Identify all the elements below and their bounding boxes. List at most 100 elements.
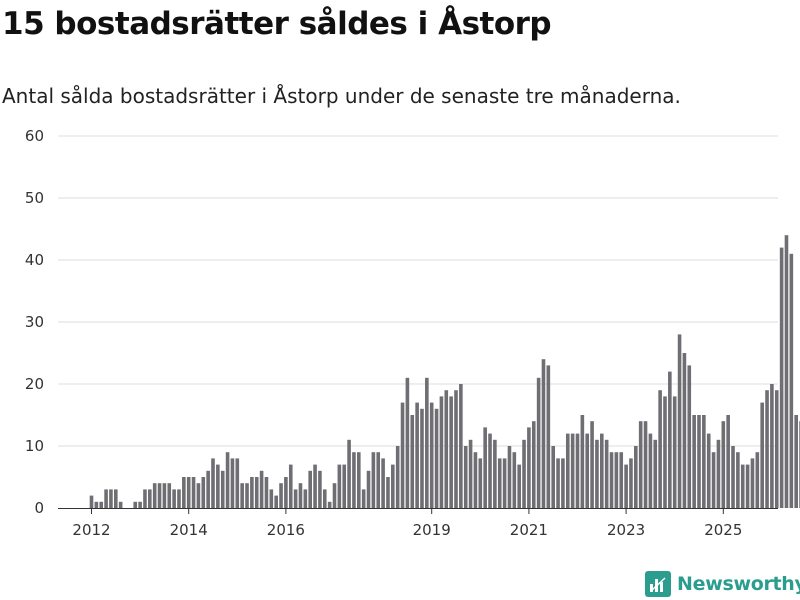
bar <box>99 501 104 508</box>
bar <box>590 421 594 508</box>
bar <box>449 396 453 508</box>
bar <box>269 489 274 508</box>
x-axis: 2012 2014 2016 2019 2021 2023 2025 <box>58 508 778 539</box>
bar <box>794 415 798 508</box>
bar <box>682 353 687 508</box>
bar <box>220 470 225 508</box>
x-tick-label: 2025 <box>704 521 742 539</box>
bar <box>595 439 599 508</box>
bar <box>327 501 332 508</box>
bar <box>473 452 478 508</box>
bar <box>206 470 210 508</box>
bar <box>118 501 123 508</box>
bar <box>425 377 429 508</box>
bar <box>439 396 444 508</box>
bar <box>643 421 648 508</box>
bar <box>94 501 99 508</box>
bar <box>750 458 755 508</box>
bar <box>347 439 351 508</box>
x-tick-label: 2021 <box>510 521 548 539</box>
bar <box>444 390 449 508</box>
bar <box>565 433 570 508</box>
bar <box>186 477 191 508</box>
chart-title: 15 bostadsrätter såldes i Åstorp <box>2 6 552 42</box>
bar <box>284 477 288 508</box>
y-tick-label: 60 <box>25 127 44 145</box>
bar <box>167 483 172 508</box>
bar <box>405 377 410 508</box>
bar <box>459 384 463 508</box>
bar <box>580 415 585 508</box>
bar <box>468 439 473 508</box>
bar <box>658 390 662 508</box>
chart-subtitle: Antal sålda bostadsrätter i Åstorp under… <box>2 84 681 108</box>
bar <box>429 402 434 508</box>
bar <box>211 458 215 508</box>
bar <box>172 489 176 508</box>
bar <box>765 390 769 508</box>
bar <box>531 421 536 508</box>
bar <box>668 371 672 508</box>
bar <box>556 458 560 508</box>
bar <box>663 396 667 508</box>
bar <box>250 477 254 508</box>
bar <box>381 458 385 508</box>
bar <box>745 464 750 508</box>
x-tick-label: 2016 <box>267 521 305 539</box>
bar <box>692 415 696 508</box>
bar <box>541 359 546 508</box>
bar <box>318 470 322 508</box>
y-tick-label: 30 <box>25 313 44 331</box>
bar <box>196 483 201 508</box>
bar <box>629 458 633 508</box>
x-tick-label: 2023 <box>607 521 645 539</box>
bar <box>648 433 653 508</box>
bar <box>760 402 764 508</box>
bar <box>288 464 293 508</box>
bar <box>157 483 162 508</box>
bar <box>653 439 658 508</box>
bar <box>313 464 317 508</box>
bar <box>677 334 682 508</box>
bar <box>454 390 458 508</box>
bar <box>400 402 405 508</box>
bar <box>600 433 604 508</box>
bar <box>342 464 347 508</box>
bar <box>152 483 157 508</box>
bar <box>182 477 186 508</box>
bar <box>604 439 609 508</box>
bar <box>512 452 517 508</box>
bar <box>104 489 108 508</box>
bar <box>789 253 794 508</box>
bar <box>546 365 551 508</box>
newsworthy-icon <box>645 571 671 597</box>
bar <box>114 489 118 508</box>
bar <box>133 501 138 508</box>
bar <box>774 390 779 508</box>
x-tick-label: 2019 <box>413 521 451 539</box>
bar <box>322 489 327 508</box>
bar <box>308 470 312 508</box>
bar <box>478 458 483 508</box>
bar <box>488 433 492 508</box>
bar <box>434 408 439 508</box>
bar <box>779 247 784 508</box>
bar <box>687 365 692 508</box>
bars <box>89 235 800 508</box>
bar <box>536 377 541 508</box>
bar <box>483 427 487 508</box>
newsworthy-logo: Newsworthy <box>645 570 800 598</box>
bar <box>702 415 706 508</box>
bar <box>357 452 361 508</box>
brand-name: Newsworthy <box>677 573 800 595</box>
bar <box>386 477 390 508</box>
bar <box>507 446 512 508</box>
bar <box>298 483 303 508</box>
bar <box>332 483 337 508</box>
bar <box>245 483 249 508</box>
bar <box>619 452 624 508</box>
bar <box>638 421 643 508</box>
bar <box>770 384 774 508</box>
bar <box>279 483 283 508</box>
bar <box>138 501 142 508</box>
